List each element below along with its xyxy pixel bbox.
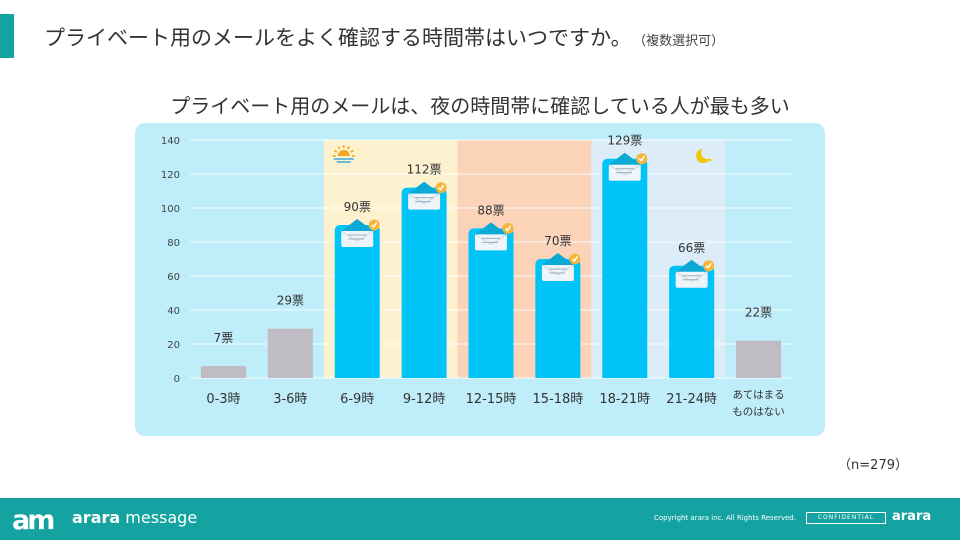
chart-headline: プライベート用のメールは、夜の時間帯に確認している人が最も多い [170,94,790,118]
bar [401,187,447,378]
sunrise-icon [332,145,355,163]
x-tick-label: ものはない [732,406,785,418]
sun-ray [350,149,354,153]
title-accent-bar [0,14,14,58]
x-tick-label: 21-24時 [666,392,717,407]
copyright-text: Copyright arara inc. All Rights Reserved… [654,514,796,522]
y-tick-label: 40 [167,306,180,317]
moon-cut [701,147,714,159]
bar [736,340,782,378]
envelope-flap [675,259,708,272]
y-tick-label: 100 [161,204,180,215]
y-tick-label: 120 [161,170,180,181]
check-mark [705,262,712,269]
title-note: （複数選択可） [639,34,725,49]
x-tick-label: あてはまる [733,389,785,401]
x-tick-label: 3-6時 [273,392,307,407]
envelope-fold [541,264,575,276]
envelope-icon [340,219,380,247]
bar [334,225,380,378]
envelope-fold [474,233,508,245]
moon-icon [696,147,714,163]
check-mark [571,256,579,263]
value-label: 7票 [214,331,234,345]
sun-ray [333,149,338,153]
logo-wordmark: arara message [72,508,197,527]
slide-title: プライベート用のメールをよく確認する時間帯はいつですか。 （複数選択可） [44,22,724,52]
sun-disc [337,150,350,156]
envelope-flap [475,222,507,235]
footer-brand: arara [892,509,932,524]
bar [468,228,514,378]
logo-product: message [120,508,198,527]
check-mark [638,155,645,162]
logo-mark: am [12,505,55,536]
check-mark [371,222,378,229]
envelope-fold [407,193,441,205]
x-tick-label: 0-3時 [206,392,240,407]
y-tick-label: 80 [167,238,180,249]
envelope-icon [474,222,514,251]
sun-ray [347,146,350,150]
y-tick-label: 60 [167,272,180,283]
moon-star [708,158,712,162]
envelope-flap [341,219,374,231]
envelope-icon [608,152,648,181]
title-text: プライベート用のメールをよく確認する時間帯はいつですか。 [44,26,632,50]
envelope-flap [541,253,574,265]
envelope-icon [407,181,447,210]
check-mark [438,184,445,191]
bar [602,158,648,378]
envelope-icon [541,253,581,281]
y-tick-label: 20 [167,340,180,351]
value-label: 66票 [678,241,705,255]
envelope-fold [675,271,708,283]
envelope-icon [675,259,715,288]
y-tick-label: 0 [174,374,180,385]
envelope-flap [608,152,641,165]
x-tick-label: 15-18時 [532,392,583,407]
value-label: 90票 [344,200,371,214]
value-label: 29票 [277,294,304,308]
y-tick-label: 140 [161,136,180,147]
value-label: 88票 [477,203,504,217]
x-tick-label: 12-15時 [466,392,517,407]
envelope-flap [408,181,441,194]
bar [200,366,246,378]
envelope-fold [608,164,642,176]
value-label: 112票 [407,163,442,177]
sun-ray [337,146,341,150]
value-label: 22票 [745,306,772,320]
sample-size-note: （n=279） [838,458,908,473]
x-tick-label: 18-21時 [599,392,650,407]
bar [669,265,715,378]
value-label: 70票 [544,234,571,248]
x-tick-label: 6-9時 [340,392,374,407]
envelope-fold [340,230,374,242]
logo-brand: arara [72,508,121,527]
check-mark [504,225,512,232]
bar [535,259,581,378]
x-tick-label: 9-12時 [403,392,446,407]
footer-bar [0,498,960,540]
confidential-badge: CONFIDENTIAL [806,512,886,524]
value-label: 129票 [607,134,642,148]
bar [267,328,313,378]
